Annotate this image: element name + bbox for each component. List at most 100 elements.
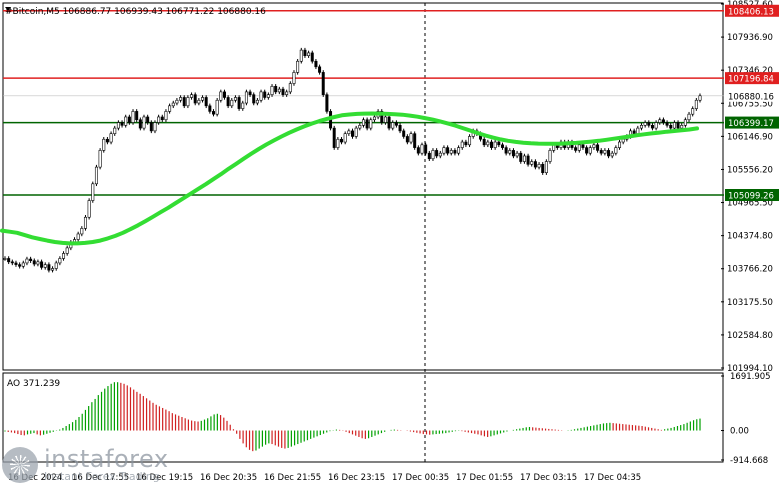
candle-body [687,113,691,121]
candle-body [292,72,296,84]
chevron-down-icon[interactable] [5,7,11,11]
candle-body [413,133,417,148]
x-tick-label: 16 Dec 20:35 [200,473,257,483]
candle-body [672,122,676,129]
candle-body [405,136,409,143]
x-tick-label: 17 Dec 03:15 [520,473,577,483]
candle-body [120,122,124,126]
candle-body [343,133,347,143]
candle-body [175,99,179,104]
candle-body [383,116,387,123]
candle-body [336,138,340,148]
candle-body [193,94,197,104]
candle-body [307,52,311,56]
candle-body [596,144,600,151]
candle-body [105,138,109,143]
ao-y-tick-label: -914.668 [730,456,768,466]
candle-body [277,88,281,93]
candle-body [127,116,131,123]
candle-body [230,99,234,107]
candle-body [226,97,230,107]
candle-body [691,108,695,115]
ao-y-tick-label: 1691.905 [730,372,771,382]
watermark-name: instaforex [44,445,169,473]
candle-body [574,147,578,151]
candle-body [424,144,428,154]
candle-body [65,247,69,254]
candle-body [281,88,285,95]
candle-body [398,125,402,132]
candle-body [285,91,289,95]
candle-body [32,260,36,265]
candle-body [387,116,391,129]
candle-body [541,164,545,173]
x-tick-label: 16 Dec 23:15 [328,473,385,483]
candle-body [537,164,541,168]
x-tick-label: 16 Dec 17:55 [72,473,129,483]
candle-body [435,150,439,157]
candle-body [457,147,461,154]
candle-body [581,144,585,148]
support-price-label-bg [725,189,779,202]
candle-body [402,130,406,137]
candle-body [91,183,95,201]
candle-body [325,94,329,112]
candle-body [186,97,190,107]
current-price-label: 106880.16 [728,92,774,102]
candle-body [420,144,424,154]
y-tick-label: 107346.20 [727,66,773,76]
candle-body [233,97,237,101]
candle-body [43,264,47,268]
ao-plot-frame [2,372,724,463]
candle-body [7,258,11,263]
candle-body [274,86,278,93]
candle-body [486,141,490,146]
candle-body [303,49,307,56]
candle-body [321,72,325,95]
candle-body [427,152,431,160]
candle-body [157,116,161,123]
candle-body [116,122,120,129]
candle-body [610,152,614,157]
candle-body [489,141,493,148]
candle-body [676,122,680,129]
candle-body [643,122,647,126]
candle-body [237,97,241,109]
candle-body [241,102,245,109]
candle-body [219,91,223,101]
candle-body [149,122,153,132]
candle-body [526,155,530,165]
resistance-price-label-bg [725,4,779,17]
candle-body [497,141,501,146]
candle-body [647,122,651,126]
candle-body [263,91,267,98]
candle-body [394,122,398,126]
support-price-label: 105099.26 [728,192,774,202]
candle-body [530,161,534,165]
candle-body [515,152,519,157]
candle-body [80,228,84,235]
instaforex-logo-icon [2,447,38,483]
candle-body [347,130,351,134]
candle-body [255,99,259,104]
candle-body [464,141,468,146]
candle-body [548,150,552,162]
candle-body [607,150,611,157]
candle-body [252,94,256,104]
candle-body [661,119,665,123]
candle-body [636,127,640,134]
candle-body [354,127,358,137]
candle-body [168,105,172,112]
candle-body [694,99,698,109]
candle-body [160,116,164,121]
candle-body [113,127,117,134]
candle-body [511,150,515,157]
y-tick-label: 102584.80 [727,331,773,341]
candle-body [365,119,369,129]
candle-body [201,97,205,101]
candle-body [197,99,201,104]
candle-body [164,111,168,121]
candle-body [109,133,113,143]
candle-body [146,116,150,123]
